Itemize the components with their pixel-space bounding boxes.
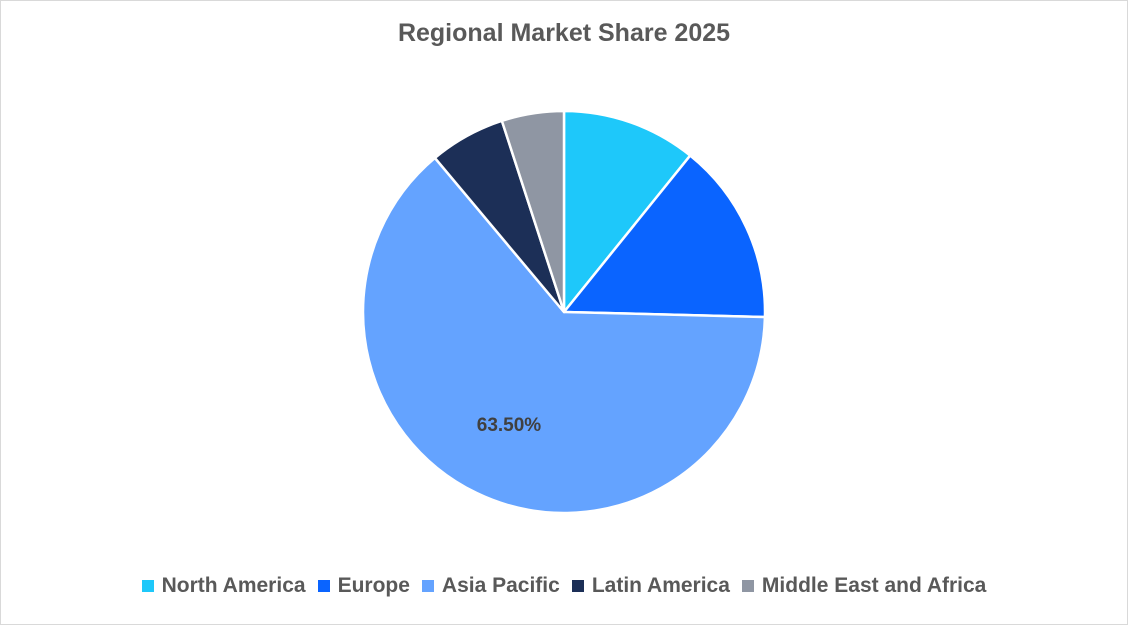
- legend-swatch: [571, 580, 584, 592]
- pie-slice-europe: [562, 154, 767, 319]
- legend-swatch: [421, 580, 434, 592]
- legend-label: Asia Pacific: [441, 574, 560, 597]
- legend-label: Europe: [337, 574, 410, 597]
- pie-slice-north-america: [562, 109, 692, 314]
- chart-title: Regional Market Share 2025: [397, 19, 731, 47]
- legend-label: Middle East and Africa: [761, 574, 987, 597]
- legend-swatch: [741, 580, 754, 592]
- pie-slice-middle-east-and-africa: [500, 109, 566, 314]
- legend-item-latin-america: Latin America: [571, 574, 730, 598]
- pie-slice-asia-pacific: [361, 156, 767, 515]
- legend-label: North America: [161, 574, 306, 597]
- pie-data-labels: 63.50%: [477, 415, 542, 436]
- chart-legend: North America Europe Asia Pacific Latin Ame…: [1, 574, 1127, 598]
- legend-item-asia-pacific: Asia Pacific: [421, 574, 560, 598]
- legend-label: Latin America: [591, 574, 730, 597]
- legend-swatch: [141, 580, 154, 592]
- legend-item-middle-east-and-africa: Middle East and Africa: [741, 574, 987, 598]
- legend-item-north-america: North America: [141, 574, 306, 598]
- legend-item-europe: Europe: [317, 574, 410, 598]
- pie-slices: [361, 109, 767, 515]
- data-label-asia-pacific: 63.50%: [477, 415, 542, 436]
- legend-swatch: [317, 580, 330, 592]
